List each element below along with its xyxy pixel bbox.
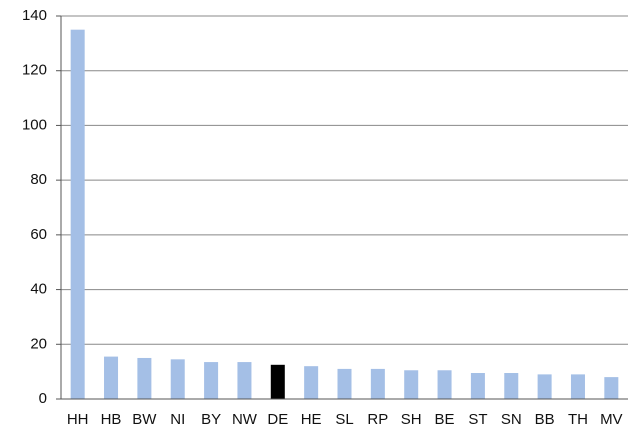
x-tick-label: SL: [335, 411, 353, 428]
x-tick-label: BE: [435, 411, 455, 428]
x-tick-label: RP: [367, 411, 388, 428]
bar: [337, 368, 352, 399]
y-tick-label: 80: [30, 171, 47, 188]
bar: [137, 357, 152, 399]
x-tick-label: SH: [401, 411, 422, 428]
x-tick-label: HE: [301, 411, 322, 428]
y-tick-label: 20: [30, 335, 47, 352]
bar: [204, 362, 219, 399]
x-tick-label: BY: [201, 411, 221, 428]
y-tick-label: 0: [39, 390, 47, 407]
bar: [237, 362, 252, 399]
bar: [104, 356, 119, 399]
bar: [570, 374, 585, 399]
bar: [304, 366, 319, 399]
bar: [437, 370, 452, 399]
bar: [270, 364, 285, 399]
x-tick-label: NW: [232, 411, 258, 428]
x-tick-label: NI: [170, 411, 185, 428]
bar: [504, 373, 519, 399]
bar: [70, 29, 85, 400]
bar: [404, 370, 419, 399]
y-tick-label: 40: [30, 281, 47, 298]
y-tick-label: 140: [22, 7, 47, 24]
x-tick-label: SN: [501, 411, 522, 428]
bar: [170, 359, 185, 399]
x-tick-label: BW: [132, 411, 157, 428]
y-tick-label: 120: [22, 62, 47, 79]
x-tick-label: BB: [535, 411, 555, 428]
y-tick-label: 60: [30, 226, 47, 243]
x-tick-label: HB: [101, 411, 122, 428]
x-tick-label: DE: [267, 411, 288, 428]
x-tick-label: ST: [468, 411, 487, 428]
bar: [537, 374, 552, 399]
x-tick-label: MV: [600, 411, 623, 428]
x-tick-label: TH: [568, 411, 588, 428]
y-tick-label: 100: [22, 116, 47, 133]
x-tick-label: HH: [67, 411, 89, 428]
bar: [604, 377, 619, 399]
bar: [370, 368, 385, 399]
bar: [470, 373, 485, 399]
